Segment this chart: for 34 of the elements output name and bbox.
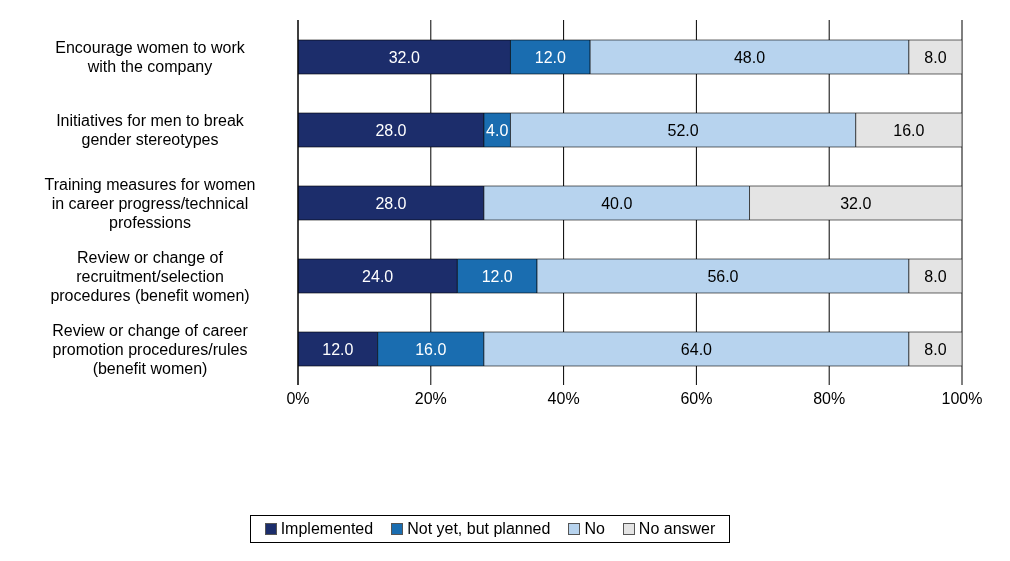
data-label: 12.0 xyxy=(322,340,354,358)
data-label: 12.0 xyxy=(481,267,513,285)
data-label: 24.0 xyxy=(362,267,394,285)
data-label: 56.0 xyxy=(707,267,739,285)
x-tick-label: 0% xyxy=(286,390,310,408)
legend-label: Not yet, but planned xyxy=(406,520,551,538)
legend-label: No answer xyxy=(637,520,716,538)
y-tick-label: Review or change of recruitment/selection procedures (benefit women) xyxy=(50,248,250,303)
data-label: 16.0 xyxy=(415,340,447,358)
data-label: 52.0 xyxy=(667,121,699,139)
y-tick-label: Initiatives for men to break gender stereotypes xyxy=(56,111,245,148)
data-label: 48.0 xyxy=(733,48,766,66)
data-label: 28.0 xyxy=(375,194,407,212)
legend-label: Implemented xyxy=(279,520,374,538)
data-label: 32.0 xyxy=(388,48,420,66)
x-tick-label: 100% xyxy=(941,390,983,408)
y-tick-label: Encourage women to work with the company xyxy=(55,38,246,75)
data-label: 8.0 xyxy=(924,48,947,66)
data-label: 28.0 xyxy=(375,121,407,139)
data-label: 8.0 xyxy=(924,340,947,358)
data-label: 12.0 xyxy=(534,48,566,66)
x-tick-label: 20% xyxy=(414,390,447,408)
y-tick-label: Review or change of career promotion procedures/rules (benefit women) xyxy=(52,321,249,376)
data-label: 32.0 xyxy=(840,194,872,212)
data-label: 4.0 xyxy=(486,121,509,139)
data-label: 64.0 xyxy=(680,340,713,358)
data-label: 40.0 xyxy=(601,194,633,212)
data-label: 8.0 xyxy=(924,267,947,285)
y-tick-label: Training measures for women in career progress/technical professions xyxy=(44,175,256,230)
legend-label: No xyxy=(583,520,605,538)
x-tick-label: 60% xyxy=(680,390,713,408)
data-label: 16.0 xyxy=(893,121,925,139)
x-tick-label: 80% xyxy=(813,390,846,408)
x-tick-label: 40% xyxy=(547,390,580,408)
